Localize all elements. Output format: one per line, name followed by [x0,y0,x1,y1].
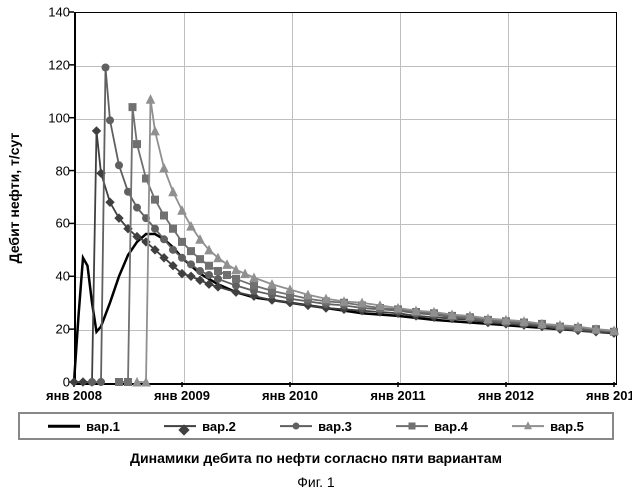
y-tick-label: 100 [30,110,70,125]
y-tick-label: 140 [30,5,70,20]
x-tick-label: янв 2013 [586,388,632,403]
x-tick-label: янв 2011 [370,388,425,403]
figure-container: Дебит нефти, т/сут вар.1вар.2вар.3вар.4в… [0,0,632,500]
series-вар.2 [74,131,614,382]
x-tick-label: янв 2009 [154,388,210,403]
x-tick-label: янв 2012 [478,388,534,403]
legend-label: вар.2 [202,419,236,434]
y-tick-label: 80 [30,163,70,178]
legend-box: вар.1 вар.2 вар.3 вар.4 вар.5 [18,412,614,440]
legend-label: вар.5 [550,419,584,434]
legend-item: вар.1 [48,419,120,434]
y-tick-label: 120 [30,57,70,72]
x-tick-label: янв 2008 [46,388,102,403]
legend-label: вар.4 [434,419,468,434]
y-tick-label: 40 [30,269,70,284]
legend-item: вар.5 [512,419,584,434]
legend-item: вар.2 [164,419,236,434]
legend-item: вар.4 [396,419,468,434]
chart-caption: Динамики дебита по нефти согласно пяти в… [0,450,632,466]
legend-label: вар.3 [318,419,352,434]
y-axis-label: Дебит нефти, т/сут [6,133,22,264]
series-вар.4 [119,107,614,382]
x-tick-label: янв 2010 [262,388,318,403]
y-tick-label: 60 [30,216,70,231]
legend-item: вар.3 [280,419,352,434]
series-вар.5 [137,99,614,382]
y-tick-label: 20 [30,322,70,337]
legend-label: вар.1 [86,419,120,434]
figure-number: Фиг. 1 [0,474,632,490]
